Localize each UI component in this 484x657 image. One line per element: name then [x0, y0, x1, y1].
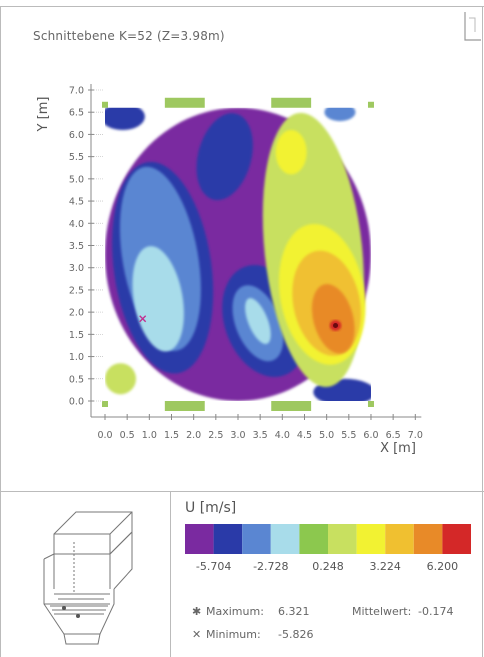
- corner-tab-top-1: [367, 101, 374, 108]
- y-tick-label: 5.5: [69, 152, 84, 163]
- legend-swatch-9: [442, 524, 471, 554]
- legend-tick-label: -2.728: [253, 560, 288, 573]
- plate-strip-bottom-0: [164, 401, 205, 411]
- maximum-marker: [333, 322, 339, 328]
- x-tick-label: 4.0: [275, 430, 290, 441]
- y-tick-label: 0.0: [69, 397, 84, 408]
- y-tick-label: 4.0: [69, 219, 84, 230]
- legend-tick-label: 0.248: [312, 560, 344, 573]
- legend-swatch-3: [270, 524, 300, 554]
- x-tick-label: 0.0: [97, 430, 112, 441]
- legend-tick-label: 6.200: [427, 560, 459, 573]
- y-tick-label: 7.0: [69, 85, 84, 96]
- y-tick-label: 1.0: [69, 352, 84, 363]
- mean-label: Mittelwert:: [352, 605, 412, 618]
- plot-title: Schnittebene K=52 (Z=3.98m): [33, 29, 225, 43]
- corner-bracket-icon: [464, 12, 481, 41]
- plate-strip-top-0: [164, 97, 205, 108]
- x-tick-label: 6.5: [386, 430, 401, 441]
- legend-swatch-7: [385, 524, 414, 554]
- y-tick-label: 2.5: [69, 285, 84, 296]
- y-tick-label: 6.5: [69, 108, 84, 119]
- contour-region-level-3-0: [132, 246, 184, 352]
- x-tick-label: 7.0: [408, 430, 423, 441]
- x-tick-label: 3.5: [253, 430, 268, 441]
- frame-vertical-divider: [170, 491, 171, 657]
- x-tick-label: 5.5: [341, 430, 356, 441]
- minimum-label: Minimum:: [206, 628, 261, 641]
- x-axis-label: X [m]: [380, 441, 416, 456]
- x-tick-label: 2.5: [208, 430, 223, 441]
- y-tick-label: 5.0: [69, 174, 84, 185]
- x-tick-label: 4.5: [297, 430, 312, 441]
- y-tick-label: 3.0: [69, 263, 84, 274]
- x-tick-label: 5.0: [319, 430, 334, 441]
- corner-tab-top-0: [102, 101, 108, 108]
- contour-region-level-2-2: [324, 107, 356, 122]
- contour-region-level-3-1: [245, 298, 271, 344]
- minimum-marker: [139, 315, 147, 323]
- x-tick-label: 1.5: [164, 430, 179, 441]
- y-tick-label: 6.0: [69, 130, 84, 141]
- minimum-value: -5.826: [278, 628, 314, 641]
- x-tick-label: 0.5: [120, 430, 135, 441]
- corner-tab-bottom-1: [367, 401, 374, 407]
- maximum-symbol: ✱: [192, 605, 202, 618]
- contour-region-level-1-1: [196, 113, 253, 201]
- legend-title: U [m/s]: [185, 500, 237, 516]
- plate-strip-top-1: [271, 97, 312, 108]
- x-tick-label: 2.0: [186, 430, 201, 441]
- y-axis-label: Y [m]: [36, 97, 51, 133]
- legend-swatch-6: [356, 524, 386, 554]
- y-tick-label: 0.5: [69, 374, 84, 385]
- plate-strips: [102, 97, 374, 411]
- contour-region-level-8-0: [311, 284, 355, 354]
- color-legend: -5.704 -2.728 0.248 3.224 6.200: [185, 524, 471, 573]
- frame-left-line: [0, 6, 1, 657]
- frame-top-line: [0, 6, 484, 7]
- legend-swatch-8: [413, 524, 443, 554]
- legend-swatch-4: [299, 524, 328, 554]
- axes: 0.0 0.5 1.0 1.5 2.0 2.5 3.0 3.5 4.0 4.5 5.0 5.5 6.0 6…: [69, 83, 423, 441]
- legend-tick-label: 3.224: [369, 560, 401, 573]
- legend-swatch-0: [185, 524, 214, 554]
- contour-region-level-1-2: [105, 107, 145, 130]
- x-tick-label: 1.0: [142, 430, 157, 441]
- x-tick-label: 6.0: [363, 430, 378, 441]
- frame-divider-line: [0, 491, 484, 492]
- maximum-label: Maximum:: [206, 605, 264, 618]
- minimum-symbol: ✕: [192, 628, 202, 641]
- plate-strip-bottom-1: [271, 401, 312, 411]
- y-tick-label: 1.5: [69, 330, 84, 341]
- y-tick-label: 2.0: [69, 308, 84, 319]
- corner-tab-bottom-0: [102, 401, 108, 407]
- y-tick-label: 3.5: [69, 241, 84, 252]
- contour-region-level-6-1: [275, 129, 307, 175]
- frame-right-line: [482, 6, 483, 657]
- mean-value: -0.174: [418, 605, 454, 618]
- x-tick-label: 3.0: [230, 430, 245, 441]
- contour-region-level-5-1: [105, 363, 137, 395]
- contour-field: [105, 107, 371, 402]
- legend-swatch-2: [242, 524, 271, 554]
- boiler-sketch-icon: [43, 511, 133, 645]
- legend-tick-label: -5.704: [196, 560, 231, 573]
- legend-swatch-1: [213, 524, 243, 554]
- y-tick-label: 4.5: [69, 197, 84, 208]
- legend-swatch-5: [328, 524, 357, 554]
- extreme-markers: [139, 315, 339, 328]
- maximum-value: 6.321: [278, 605, 310, 618]
- contour-chart: 0.0 0.5 1.0 1.5 2.0 2.5 3.0 3.5 4.0 4.5 5.0 5.5 6.0 6…: [36, 83, 423, 456]
